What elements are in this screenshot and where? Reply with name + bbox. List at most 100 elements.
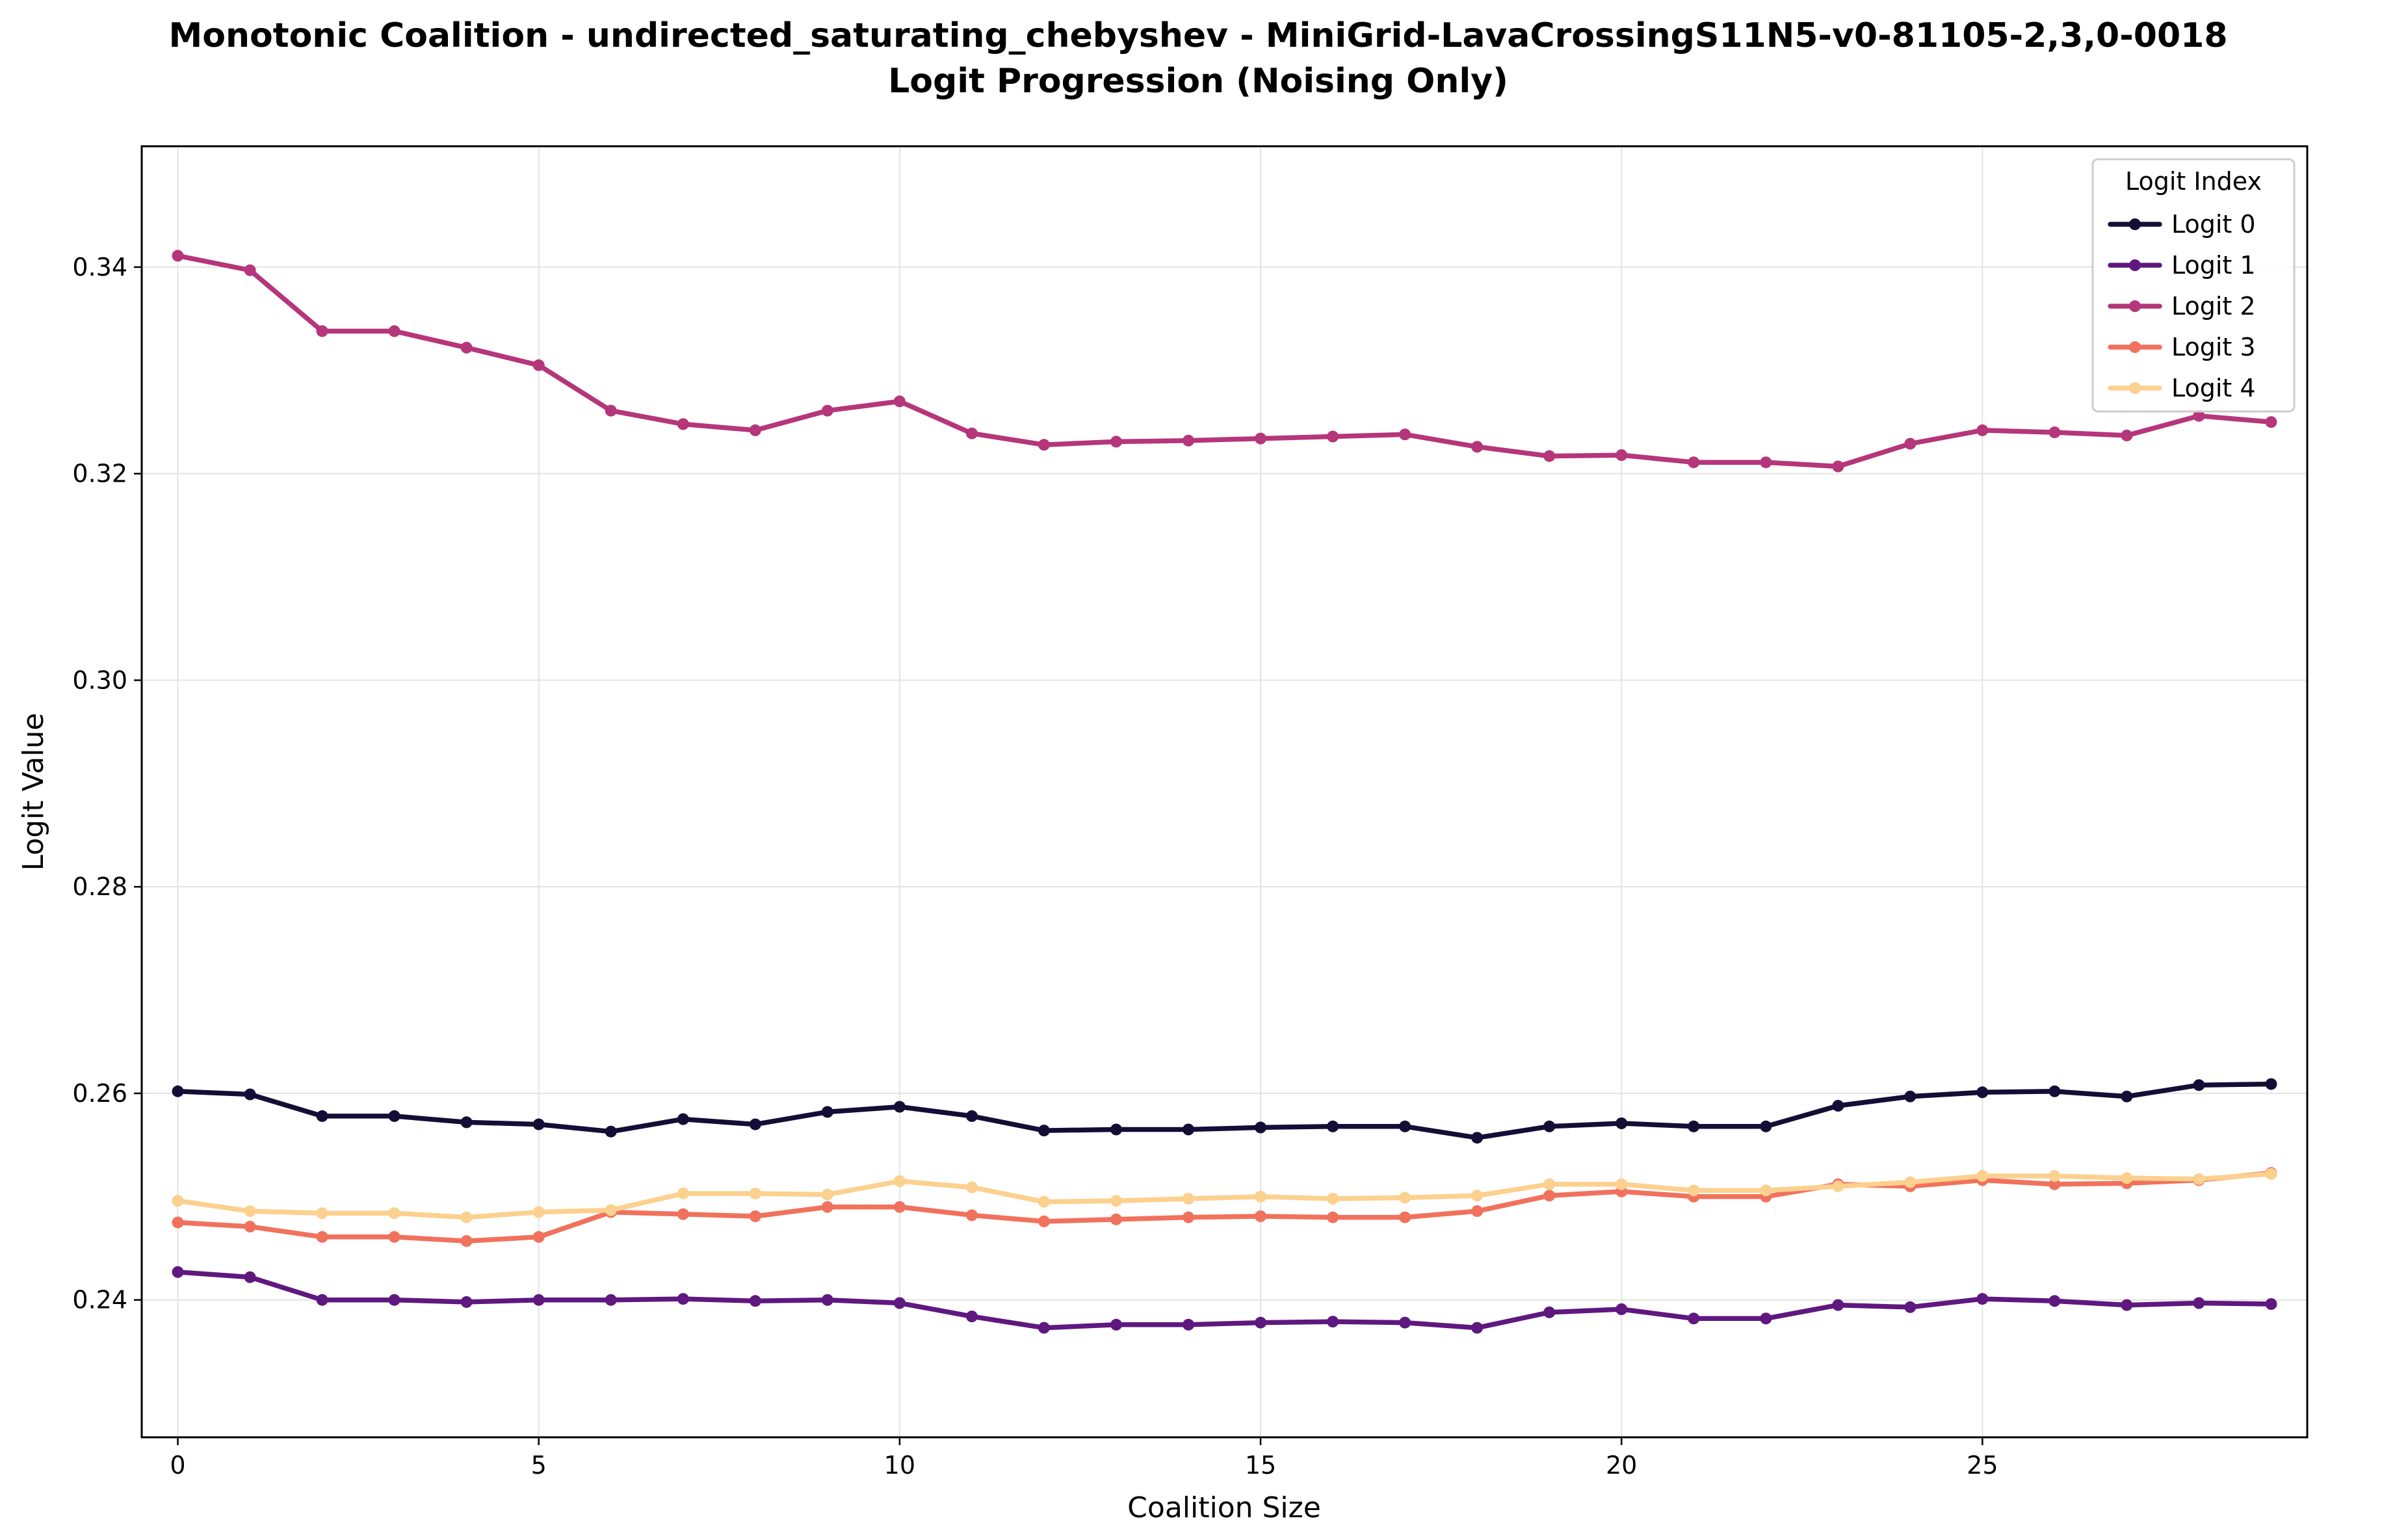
legend-label: Logit 3 [2171, 333, 2256, 361]
data-point [1976, 424, 1989, 436]
data-point [1110, 436, 1122, 448]
data-point [172, 1195, 184, 1207]
legend-entry: Logit 4 [2108, 374, 2256, 402]
data-point [1904, 1301, 1917, 1313]
data-point [1760, 456, 1772, 469]
data-point [1688, 1184, 1700, 1197]
data-point [1399, 428, 1411, 441]
x-tick-label: 15 [1245, 1451, 1276, 1480]
data-point [1616, 1178, 1628, 1190]
x-tick-label: 20 [1606, 1451, 1637, 1480]
data-point [1327, 1120, 1339, 1132]
data-point [388, 1294, 400, 1306]
data-point [1255, 432, 1266, 445]
data-point [532, 359, 545, 371]
series-0 [172, 1078, 2277, 1144]
data-point [605, 1294, 617, 1306]
legend-swatch-marker [2129, 382, 2141, 394]
data-point [1183, 1123, 1194, 1136]
data-point [893, 1101, 906, 1113]
data-point [677, 1113, 689, 1125]
y-tick-label: 0.34 [72, 253, 127, 281]
data-point [460, 341, 473, 354]
data-point [2048, 1085, 2061, 1097]
data-point [1038, 1195, 1050, 1208]
data-point [1327, 1211, 1339, 1223]
data-point [1543, 1306, 1556, 1318]
data-point [460, 1211, 473, 1223]
legend-entry: Logit 2 [2108, 292, 2256, 320]
data-point [244, 1088, 256, 1101]
data-point [244, 1220, 256, 1233]
x-tick-label: 5 [531, 1451, 547, 1480]
data-point [460, 1235, 473, 1247]
data-point [677, 1293, 689, 1305]
x-axis-label: Coalition Size [1127, 1491, 1321, 1524]
data-point [2048, 426, 2061, 439]
data-point [893, 1175, 906, 1187]
data-point [749, 1118, 761, 1130]
data-point [677, 1188, 689, 1199]
data-point [1038, 1125, 1050, 1137]
legend-swatch-marker [2129, 341, 2141, 353]
data-point [2121, 429, 2133, 441]
data-point [2121, 1090, 2133, 1103]
data-point [821, 404, 833, 417]
data-point [1832, 1180, 1844, 1192]
series-line [175, 253, 2274, 469]
x-axis-ticks: 0 5 10 15 20 25 [170, 1437, 1998, 1480]
legend-title: Logit Index [2125, 167, 2262, 196]
legend-entries: Logit 0 Logit 1 Logit 2 Logit 3 Logit 4 [2108, 210, 2256, 402]
data-point [460, 1296, 473, 1308]
data-point [1904, 437, 1917, 450]
y-tick-label: 0.24 [72, 1286, 127, 1314]
y-tick-label: 0.28 [72, 872, 127, 901]
data-point [1976, 1170, 1989, 1182]
data-point [749, 1210, 761, 1222]
data-point [893, 395, 906, 408]
data-point [172, 1216, 184, 1229]
x-tick-label: 0 [170, 1451, 185, 1480]
data-point [893, 1201, 906, 1213]
chart-title-line1: Monotonic Coalition - undirected_saturat… [169, 16, 2228, 55]
data-point [1038, 439, 1050, 451]
data-point [1110, 1318, 1122, 1331]
data-point [1471, 1205, 1484, 1218]
data-point [1255, 1316, 1266, 1329]
data-point [532, 1294, 545, 1306]
data-point [1760, 1120, 1772, 1132]
data-point [532, 1231, 545, 1243]
data-point [1543, 1190, 1556, 1202]
data-point [1399, 1120, 1411, 1132]
legend-swatch-marker [2129, 259, 2141, 271]
series-line [175, 1270, 2274, 1331]
legend-label: Logit 4 [2171, 374, 2256, 402]
data-point [2121, 1299, 2133, 1311]
data-point [388, 1110, 400, 1122]
data-point [172, 1085, 184, 1097]
data-point [965, 1209, 978, 1221]
data-point [388, 1231, 400, 1243]
legend: Logit Index Logit 0 Logit 1 Logit 2 Logit 3… [2091, 158, 2296, 413]
data-point [821, 1201, 833, 1213]
data-point [388, 1207, 400, 1220]
data-point [2265, 416, 2277, 428]
data-point [821, 1188, 833, 1201]
data-point [1471, 1132, 1484, 1144]
data-point [1976, 1086, 1989, 1099]
data-point [605, 404, 617, 417]
data-point [532, 1118, 545, 1130]
data-point [2121, 1172, 2133, 1184]
data-point [1904, 1176, 1917, 1188]
data-point [1399, 1316, 1411, 1329]
data-point [2265, 1078, 2277, 1090]
legend-entry: Logit 1 [2108, 251, 2256, 280]
data-point [244, 1271, 256, 1283]
data-point [316, 1231, 328, 1243]
data-point [2048, 1170, 2061, 1182]
data-point [677, 418, 689, 430]
y-axis-label: Logit Value [17, 713, 50, 871]
data-point [893, 1297, 906, 1309]
data-point [605, 1125, 617, 1138]
